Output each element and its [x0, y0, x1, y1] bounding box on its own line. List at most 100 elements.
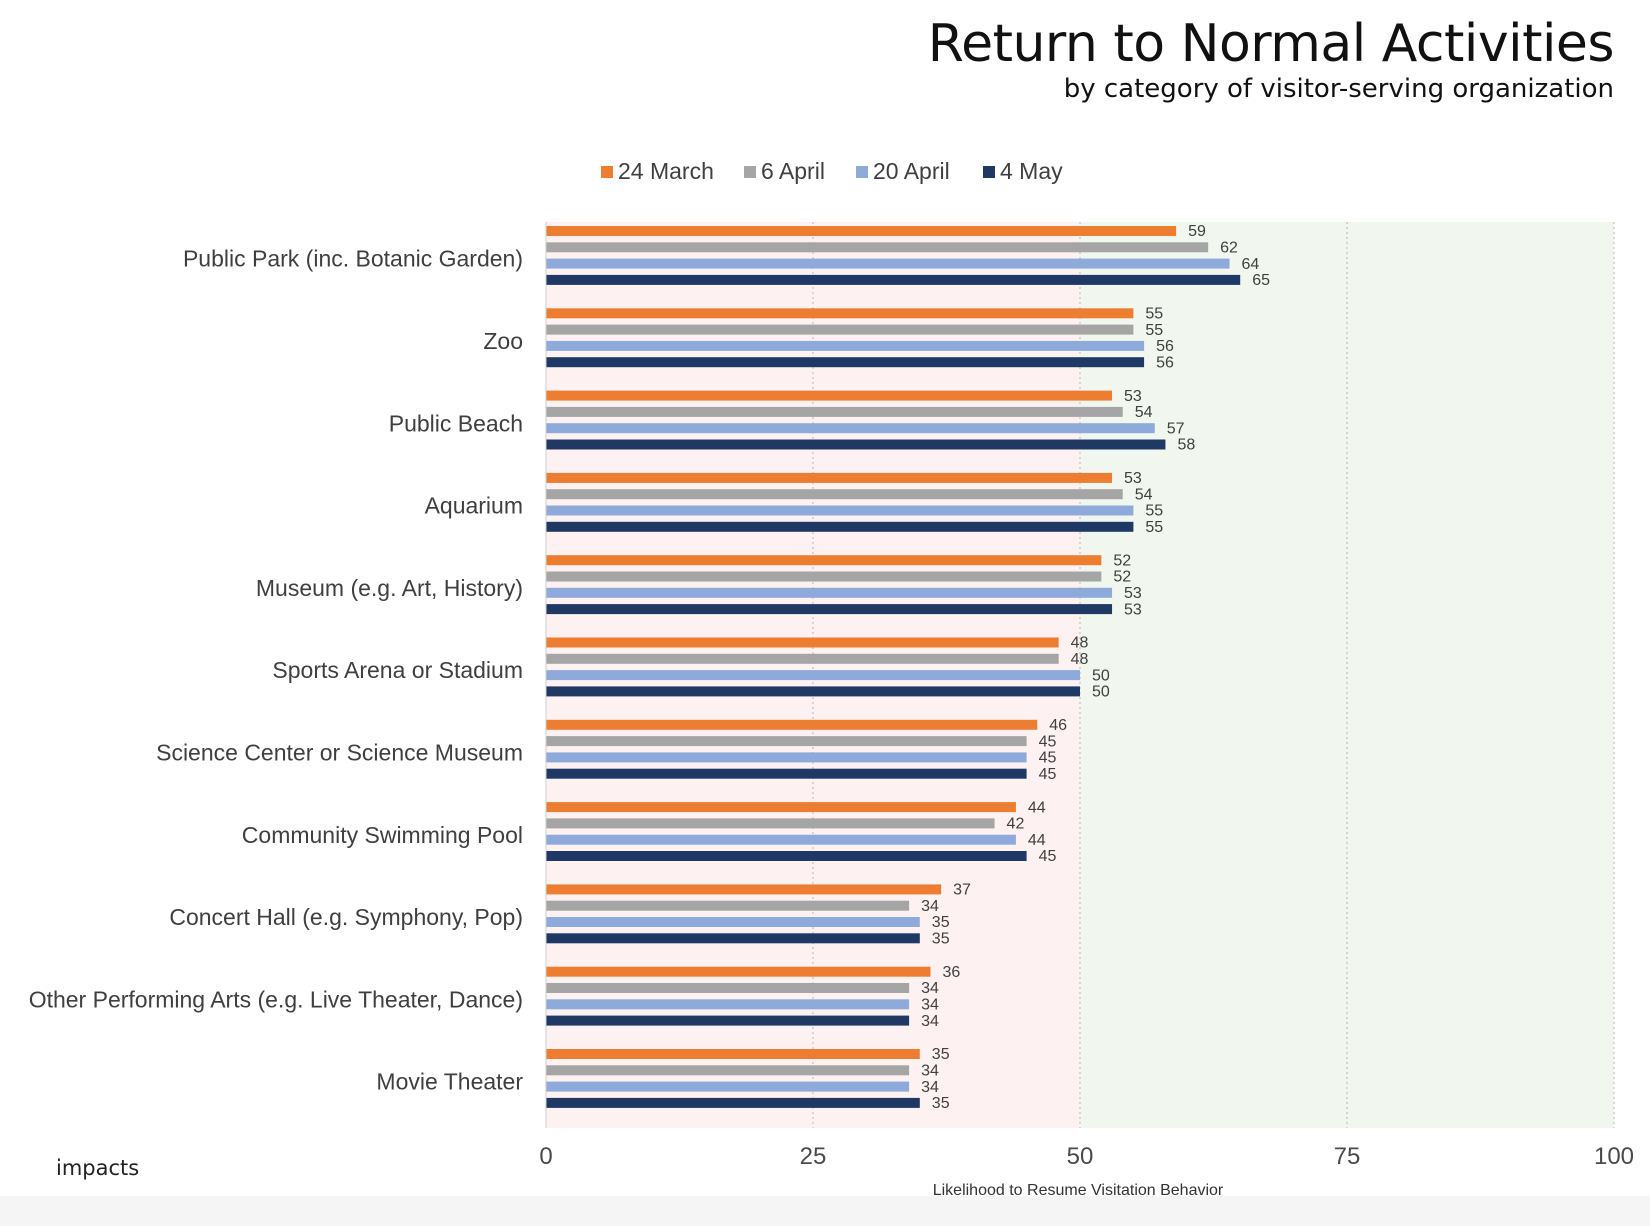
x-tick-label: 25 — [800, 1143, 827, 1170]
category-label: Sports Arena or Stadium — [272, 657, 523, 683]
data-label: 48 — [1071, 651, 1089, 668]
category-label: Museum (e.g. Art, History) — [256, 575, 523, 601]
brand-logo: impacts — [56, 1156, 140, 1180]
data-label: 37 — [953, 882, 971, 899]
bar — [546, 736, 1027, 747]
bar — [546, 587, 1113, 598]
data-label: 54 — [1135, 486, 1153, 503]
bar — [546, 670, 1080, 681]
data-label: 59 — [1188, 223, 1206, 240]
data-label: 45 — [1039, 766, 1057, 783]
data-label: 44 — [1028, 832, 1046, 849]
bar — [546, 324, 1134, 335]
data-label: 34 — [921, 1013, 939, 1030]
data-label: 34 — [921, 997, 939, 1014]
bar — [546, 274, 1241, 285]
bar — [546, 1015, 910, 1026]
bar — [546, 571, 1102, 582]
bar — [546, 472, 1113, 483]
data-label: 55 — [1145, 322, 1163, 339]
data-label: 53 — [1124, 470, 1142, 487]
gridlines — [812, 222, 1615, 1128]
data-label: 53 — [1124, 388, 1142, 405]
bar — [546, 637, 1059, 648]
x-tick-label: 75 — [1334, 1143, 1361, 1170]
data-label: 35 — [932, 1095, 950, 1112]
chart-title: Return to Normal Activities — [927, 14, 1615, 74]
bar — [546, 752, 1027, 763]
bar — [546, 226, 1177, 236]
data-label: 45 — [1039, 750, 1057, 767]
bar — [546, 851, 1027, 861]
legend-label: 4 May — [1000, 158, 1063, 184]
x-tick-label: 100 — [1594, 1143, 1634, 1170]
data-label: 50 — [1092, 684, 1110, 701]
data-label: 34 — [921, 1079, 939, 1096]
data-label: 42 — [1007, 816, 1025, 833]
bar — [546, 802, 1016, 813]
data-label: 35 — [932, 914, 950, 931]
data-label: 35 — [932, 931, 950, 948]
bar — [546, 1049, 920, 1059]
category-label: Zoo — [483, 328, 523, 354]
legend-label: 24 March — [618, 158, 714, 184]
category-label: Movie Theater — [376, 1069, 523, 1095]
bar — [546, 489, 1123, 500]
data-label: 55 — [1145, 306, 1163, 323]
data-label: 34 — [921, 980, 939, 997]
data-label: 45 — [1039, 848, 1057, 865]
bar — [546, 439, 1166, 450]
bar — [546, 406, 1123, 417]
bar — [546, 1081, 910, 1092]
bar — [546, 834, 1016, 845]
bar — [546, 390, 1113, 401]
legend: 24 March 6 April 20 April 4 May — [601, 158, 1063, 184]
data-label: 50 — [1092, 667, 1110, 684]
category-label: Aquarium — [425, 493, 523, 519]
legend-swatch — [856, 166, 868, 178]
bar — [546, 604, 1113, 615]
data-labels: 5962646555555656535457585354555552525353… — [921, 223, 1270, 1112]
data-label: 35 — [932, 1046, 950, 1063]
legend-label: 20 April — [873, 158, 950, 184]
data-label: 45 — [1039, 733, 1057, 750]
category-labels: Public Park (inc. Botanic Garden) Zoo Publ… — [29, 246, 524, 1095]
category-label: Concert Hall (e.g. Symphony, Pop) — [169, 904, 523, 930]
legend-label: 6 April — [761, 158, 825, 184]
bar — [546, 357, 1145, 368]
bar — [546, 818, 995, 829]
data-label: 56 — [1156, 338, 1174, 355]
legend-swatch — [983, 166, 995, 178]
bar — [546, 884, 942, 895]
legend-swatch — [744, 166, 756, 178]
bar — [546, 242, 1209, 253]
data-label: 44 — [1028, 799, 1046, 816]
data-label: 52 — [1113, 552, 1131, 569]
bar — [546, 999, 910, 1010]
data-label: 57 — [1167, 420, 1185, 437]
data-label: 34 — [921, 1063, 939, 1080]
data-label: 65 — [1252, 272, 1270, 289]
bar — [546, 555, 1102, 566]
data-label: 48 — [1071, 635, 1089, 652]
category-label: Community Swimming Pool — [242, 822, 523, 848]
category-label: Public Park (inc. Botanic Garden) — [183, 246, 523, 272]
category-label: Science Center or Science Museum — [156, 739, 523, 765]
data-label: 54 — [1135, 404, 1153, 421]
bar — [546, 521, 1134, 532]
bar — [546, 966, 931, 977]
data-label: 36 — [942, 964, 960, 981]
bar — [546, 423, 1155, 434]
bar — [546, 933, 920, 944]
bar — [546, 308, 1134, 319]
data-label: 56 — [1156, 354, 1174, 371]
x-tick-label: 50 — [1067, 1143, 1094, 1170]
bar — [546, 900, 910, 911]
bottom-band — [0, 1196, 1650, 1226]
bars — [546, 226, 1241, 1108]
data-label: 53 — [1124, 601, 1142, 618]
bar — [546, 1097, 920, 1108]
legend-swatch — [601, 166, 613, 178]
bar — [546, 686, 1080, 697]
